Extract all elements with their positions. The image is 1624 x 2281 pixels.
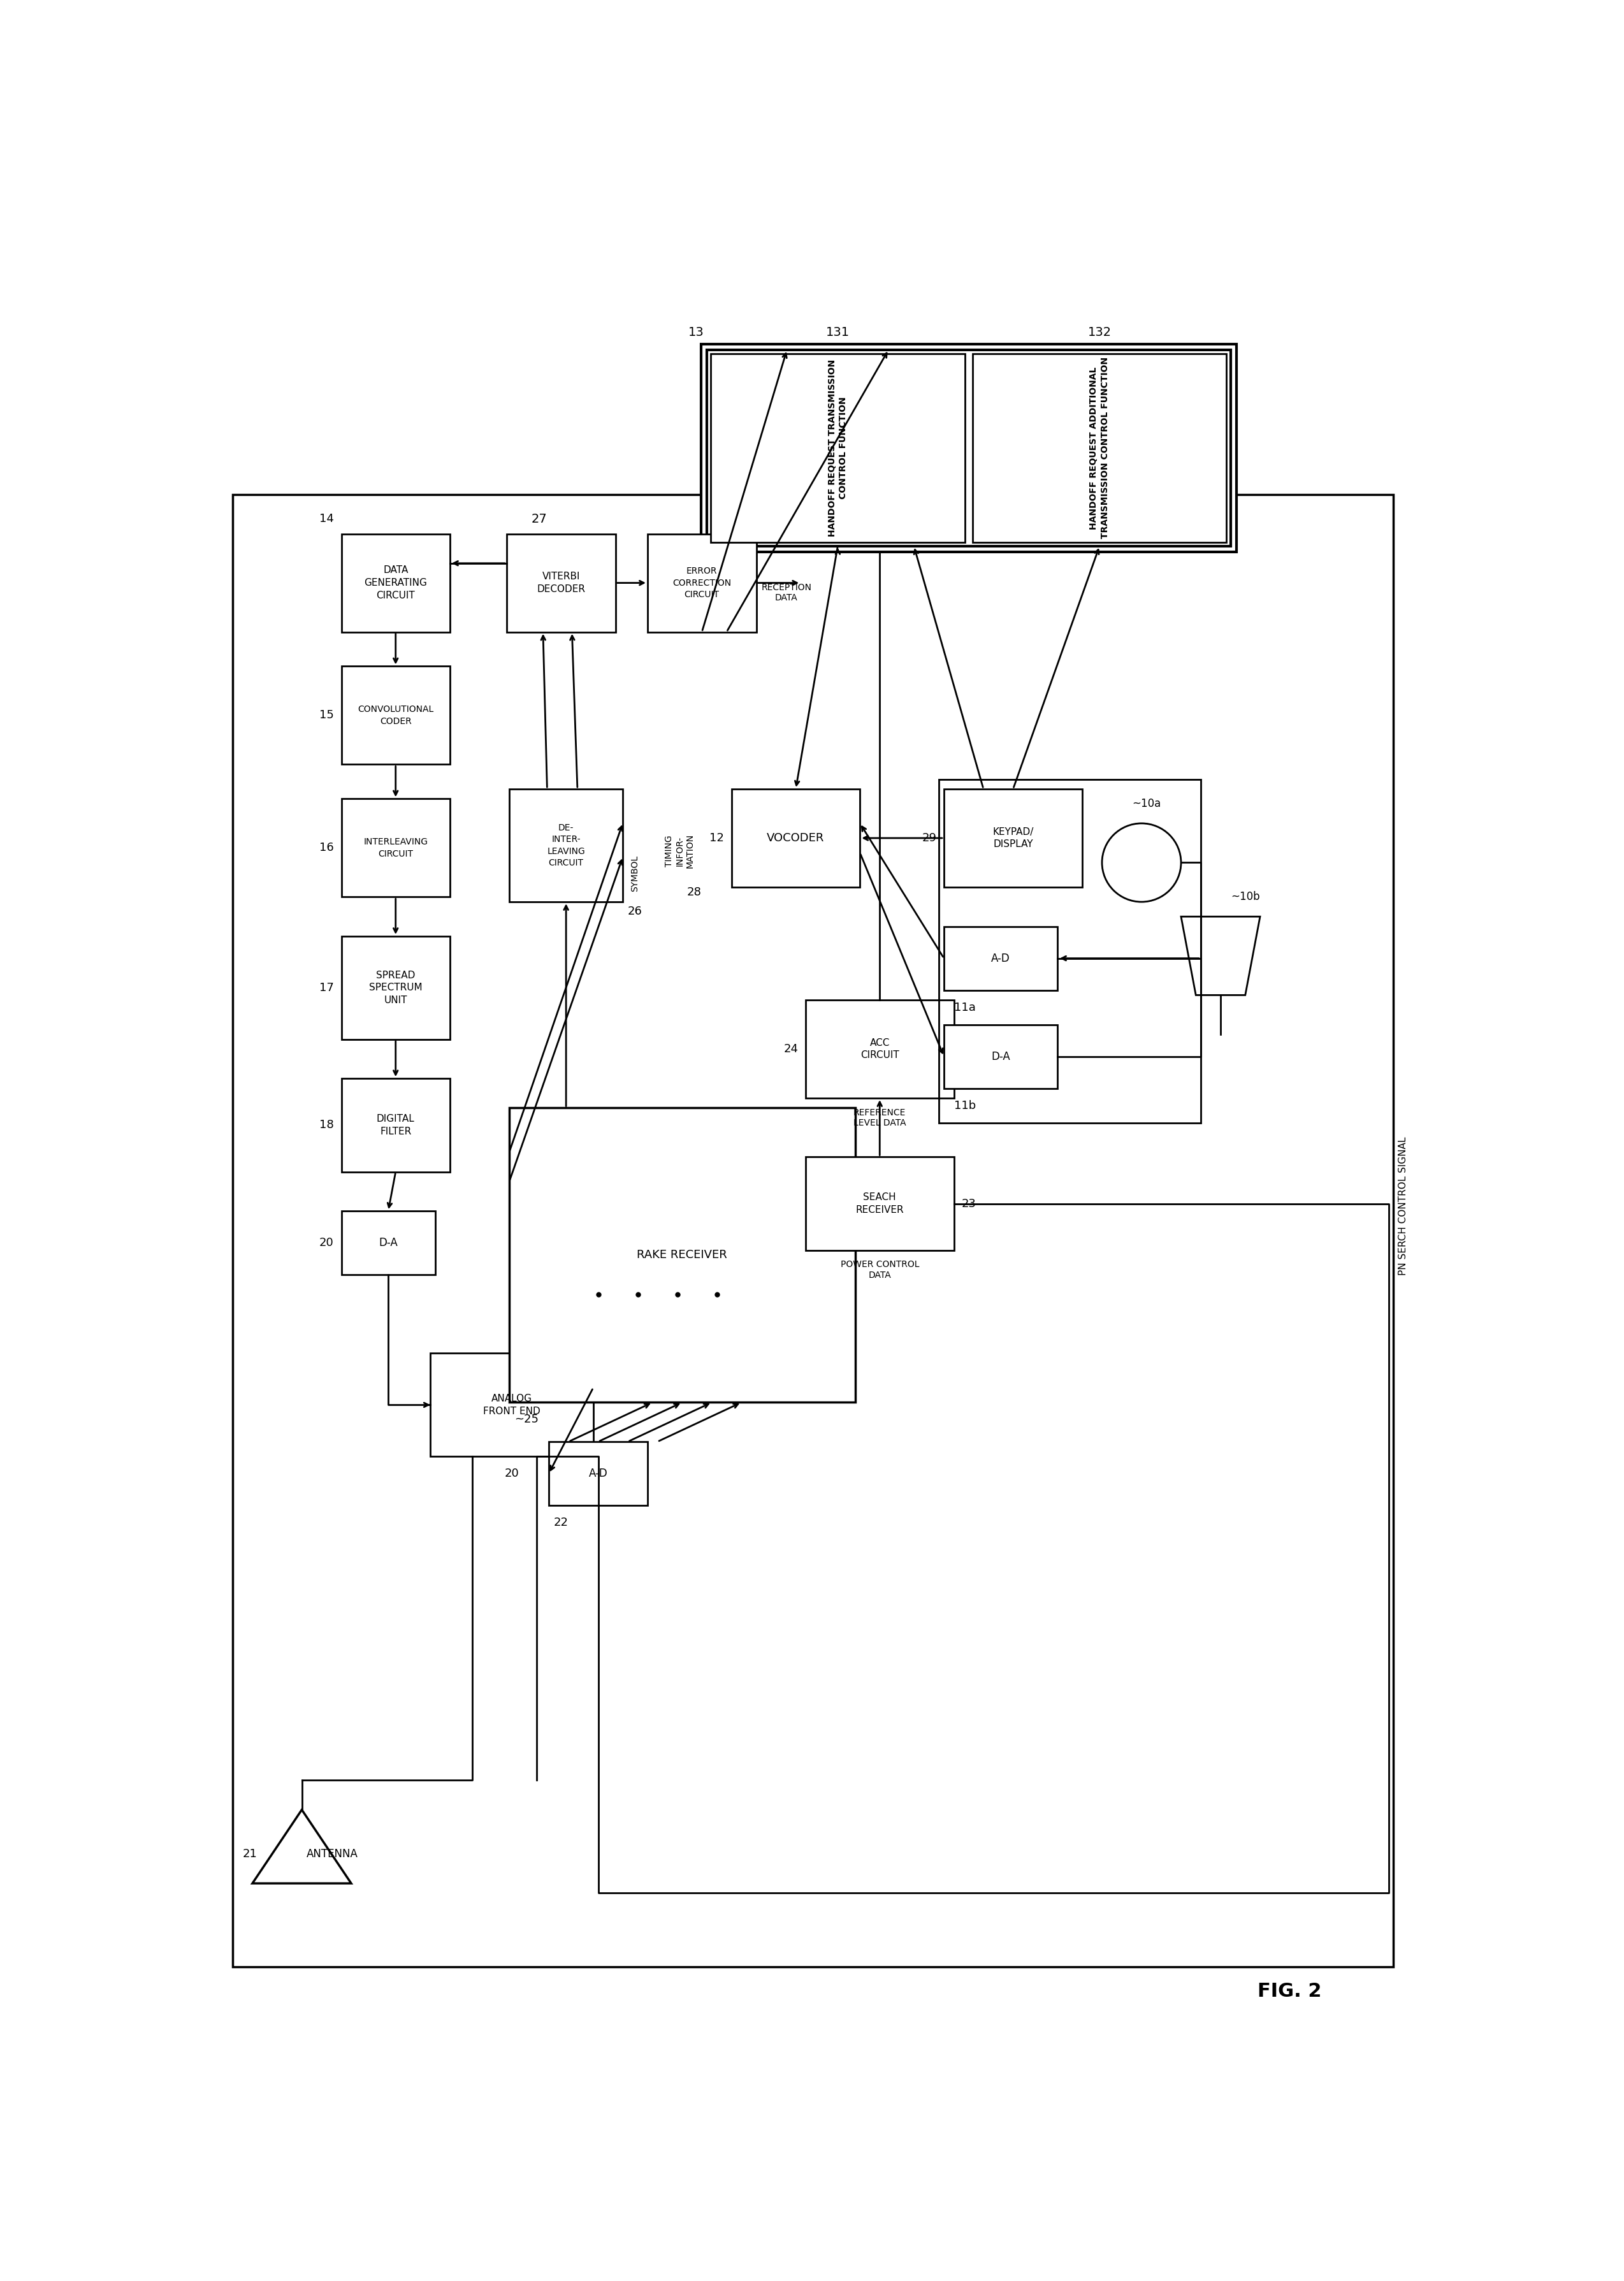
Text: SYMBOL: SYMBOL: [630, 855, 640, 892]
Text: PN SERCH CONTROL SIGNAL: PN SERCH CONTROL SIGNAL: [1398, 1136, 1408, 1275]
FancyBboxPatch shape: [806, 999, 953, 1097]
Text: 13: 13: [689, 326, 705, 338]
Text: TIMING
INFOR-
MATION: TIMING INFOR- MATION: [664, 835, 695, 869]
FancyBboxPatch shape: [341, 798, 450, 896]
FancyBboxPatch shape: [944, 789, 1082, 887]
Text: SPREAD
SPECTRUM
UNIT: SPREAD SPECTRUM UNIT: [369, 969, 422, 1006]
Text: D-A: D-A: [991, 1052, 1010, 1063]
Text: INTERLEAVING
CIRCUIT: INTERLEAVING CIRCUIT: [364, 837, 427, 858]
FancyBboxPatch shape: [702, 344, 1236, 552]
Text: A-D: A-D: [588, 1469, 607, 1480]
Text: ACC
CIRCUIT: ACC CIRCUIT: [861, 1038, 900, 1061]
Text: 14: 14: [320, 513, 335, 525]
FancyBboxPatch shape: [944, 926, 1057, 990]
FancyBboxPatch shape: [510, 1109, 854, 1403]
FancyBboxPatch shape: [944, 1024, 1057, 1088]
Text: 11b: 11b: [953, 1099, 976, 1111]
FancyBboxPatch shape: [341, 935, 450, 1040]
Text: RECEPTION
DATA: RECEPTION DATA: [762, 584, 812, 602]
Text: KEYPAD/
DISPLAY: KEYPAD/ DISPLAY: [992, 828, 1033, 849]
Text: 16: 16: [320, 842, 335, 853]
Text: 20: 20: [505, 1469, 520, 1480]
Text: 18: 18: [320, 1120, 335, 1131]
Text: 28: 28: [687, 887, 702, 899]
Text: 21: 21: [242, 1848, 257, 1859]
Text: DATA
GENERATING
CIRCUIT: DATA GENERATING CIRCUIT: [364, 566, 427, 600]
Text: 23: 23: [961, 1198, 976, 1209]
FancyBboxPatch shape: [507, 534, 615, 632]
Text: 27: 27: [531, 513, 547, 525]
FancyBboxPatch shape: [549, 1442, 648, 1505]
Text: 15: 15: [320, 709, 335, 721]
Text: 12: 12: [710, 833, 724, 844]
FancyBboxPatch shape: [341, 666, 450, 764]
Text: ~25: ~25: [515, 1414, 539, 1426]
FancyBboxPatch shape: [731, 789, 861, 887]
Text: ERROR
CORRECTION
CIRCUIT: ERROR CORRECTION CIRCUIT: [672, 566, 731, 600]
Text: VOCODER: VOCODER: [767, 833, 825, 844]
Text: CONVOLUTIONAL
CODER: CONVOLUTIONAL CODER: [357, 705, 434, 725]
FancyBboxPatch shape: [341, 1079, 450, 1172]
FancyBboxPatch shape: [973, 354, 1226, 543]
Text: VITERBI
DECODER: VITERBI DECODER: [538, 573, 585, 593]
Text: RAKE RECEIVER: RAKE RECEIVER: [637, 1250, 728, 1261]
Text: 24: 24: [783, 1042, 799, 1054]
FancyBboxPatch shape: [806, 1156, 953, 1250]
Text: 132: 132: [1088, 326, 1111, 338]
FancyBboxPatch shape: [341, 534, 450, 632]
Text: POWER CONTROL
DATA: POWER CONTROL DATA: [840, 1261, 919, 1280]
FancyBboxPatch shape: [711, 354, 965, 543]
FancyBboxPatch shape: [430, 1353, 593, 1455]
Text: DE-
INTER-
LEAVING
CIRCUIT: DE- INTER- LEAVING CIRCUIT: [547, 823, 585, 867]
Text: 29: 29: [922, 833, 937, 844]
FancyBboxPatch shape: [510, 789, 624, 901]
Text: ~10b: ~10b: [1231, 892, 1260, 903]
FancyBboxPatch shape: [706, 349, 1231, 545]
Text: SEACH
RECEIVER: SEACH RECEIVER: [856, 1193, 905, 1216]
Text: HANDOFF REQUEST TRANSMISSION
CONTROL FUNCTION: HANDOFF REQUEST TRANSMISSION CONTROL FUN…: [828, 360, 848, 536]
Text: A-D: A-D: [991, 953, 1010, 965]
Text: ~10a: ~10a: [1132, 798, 1161, 810]
FancyBboxPatch shape: [648, 534, 757, 632]
Text: ANTENNA: ANTENNA: [307, 1848, 359, 1859]
Text: DIGITAL
FILTER: DIGITAL FILTER: [377, 1113, 414, 1136]
Text: REFERENCE
LEVEL DATA: REFERENCE LEVEL DATA: [853, 1109, 906, 1127]
Text: D-A: D-A: [378, 1236, 398, 1248]
FancyBboxPatch shape: [341, 1211, 435, 1275]
Text: 17: 17: [320, 983, 335, 995]
Text: 131: 131: [827, 326, 849, 338]
Text: ANALOG
FRONT END: ANALOG FRONT END: [482, 1394, 541, 1417]
Text: 22: 22: [554, 1517, 568, 1528]
Text: 20: 20: [320, 1236, 335, 1248]
Text: 11a: 11a: [953, 1001, 976, 1013]
Text: HANDOFF REQUEST ADDITIONAL
TRANSMISSION CONTROL FUNCTION: HANDOFF REQUEST ADDITIONAL TRANSMISSION …: [1090, 358, 1109, 538]
Text: FIG. 2: FIG. 2: [1257, 1982, 1322, 2000]
Text: 26: 26: [628, 906, 643, 917]
